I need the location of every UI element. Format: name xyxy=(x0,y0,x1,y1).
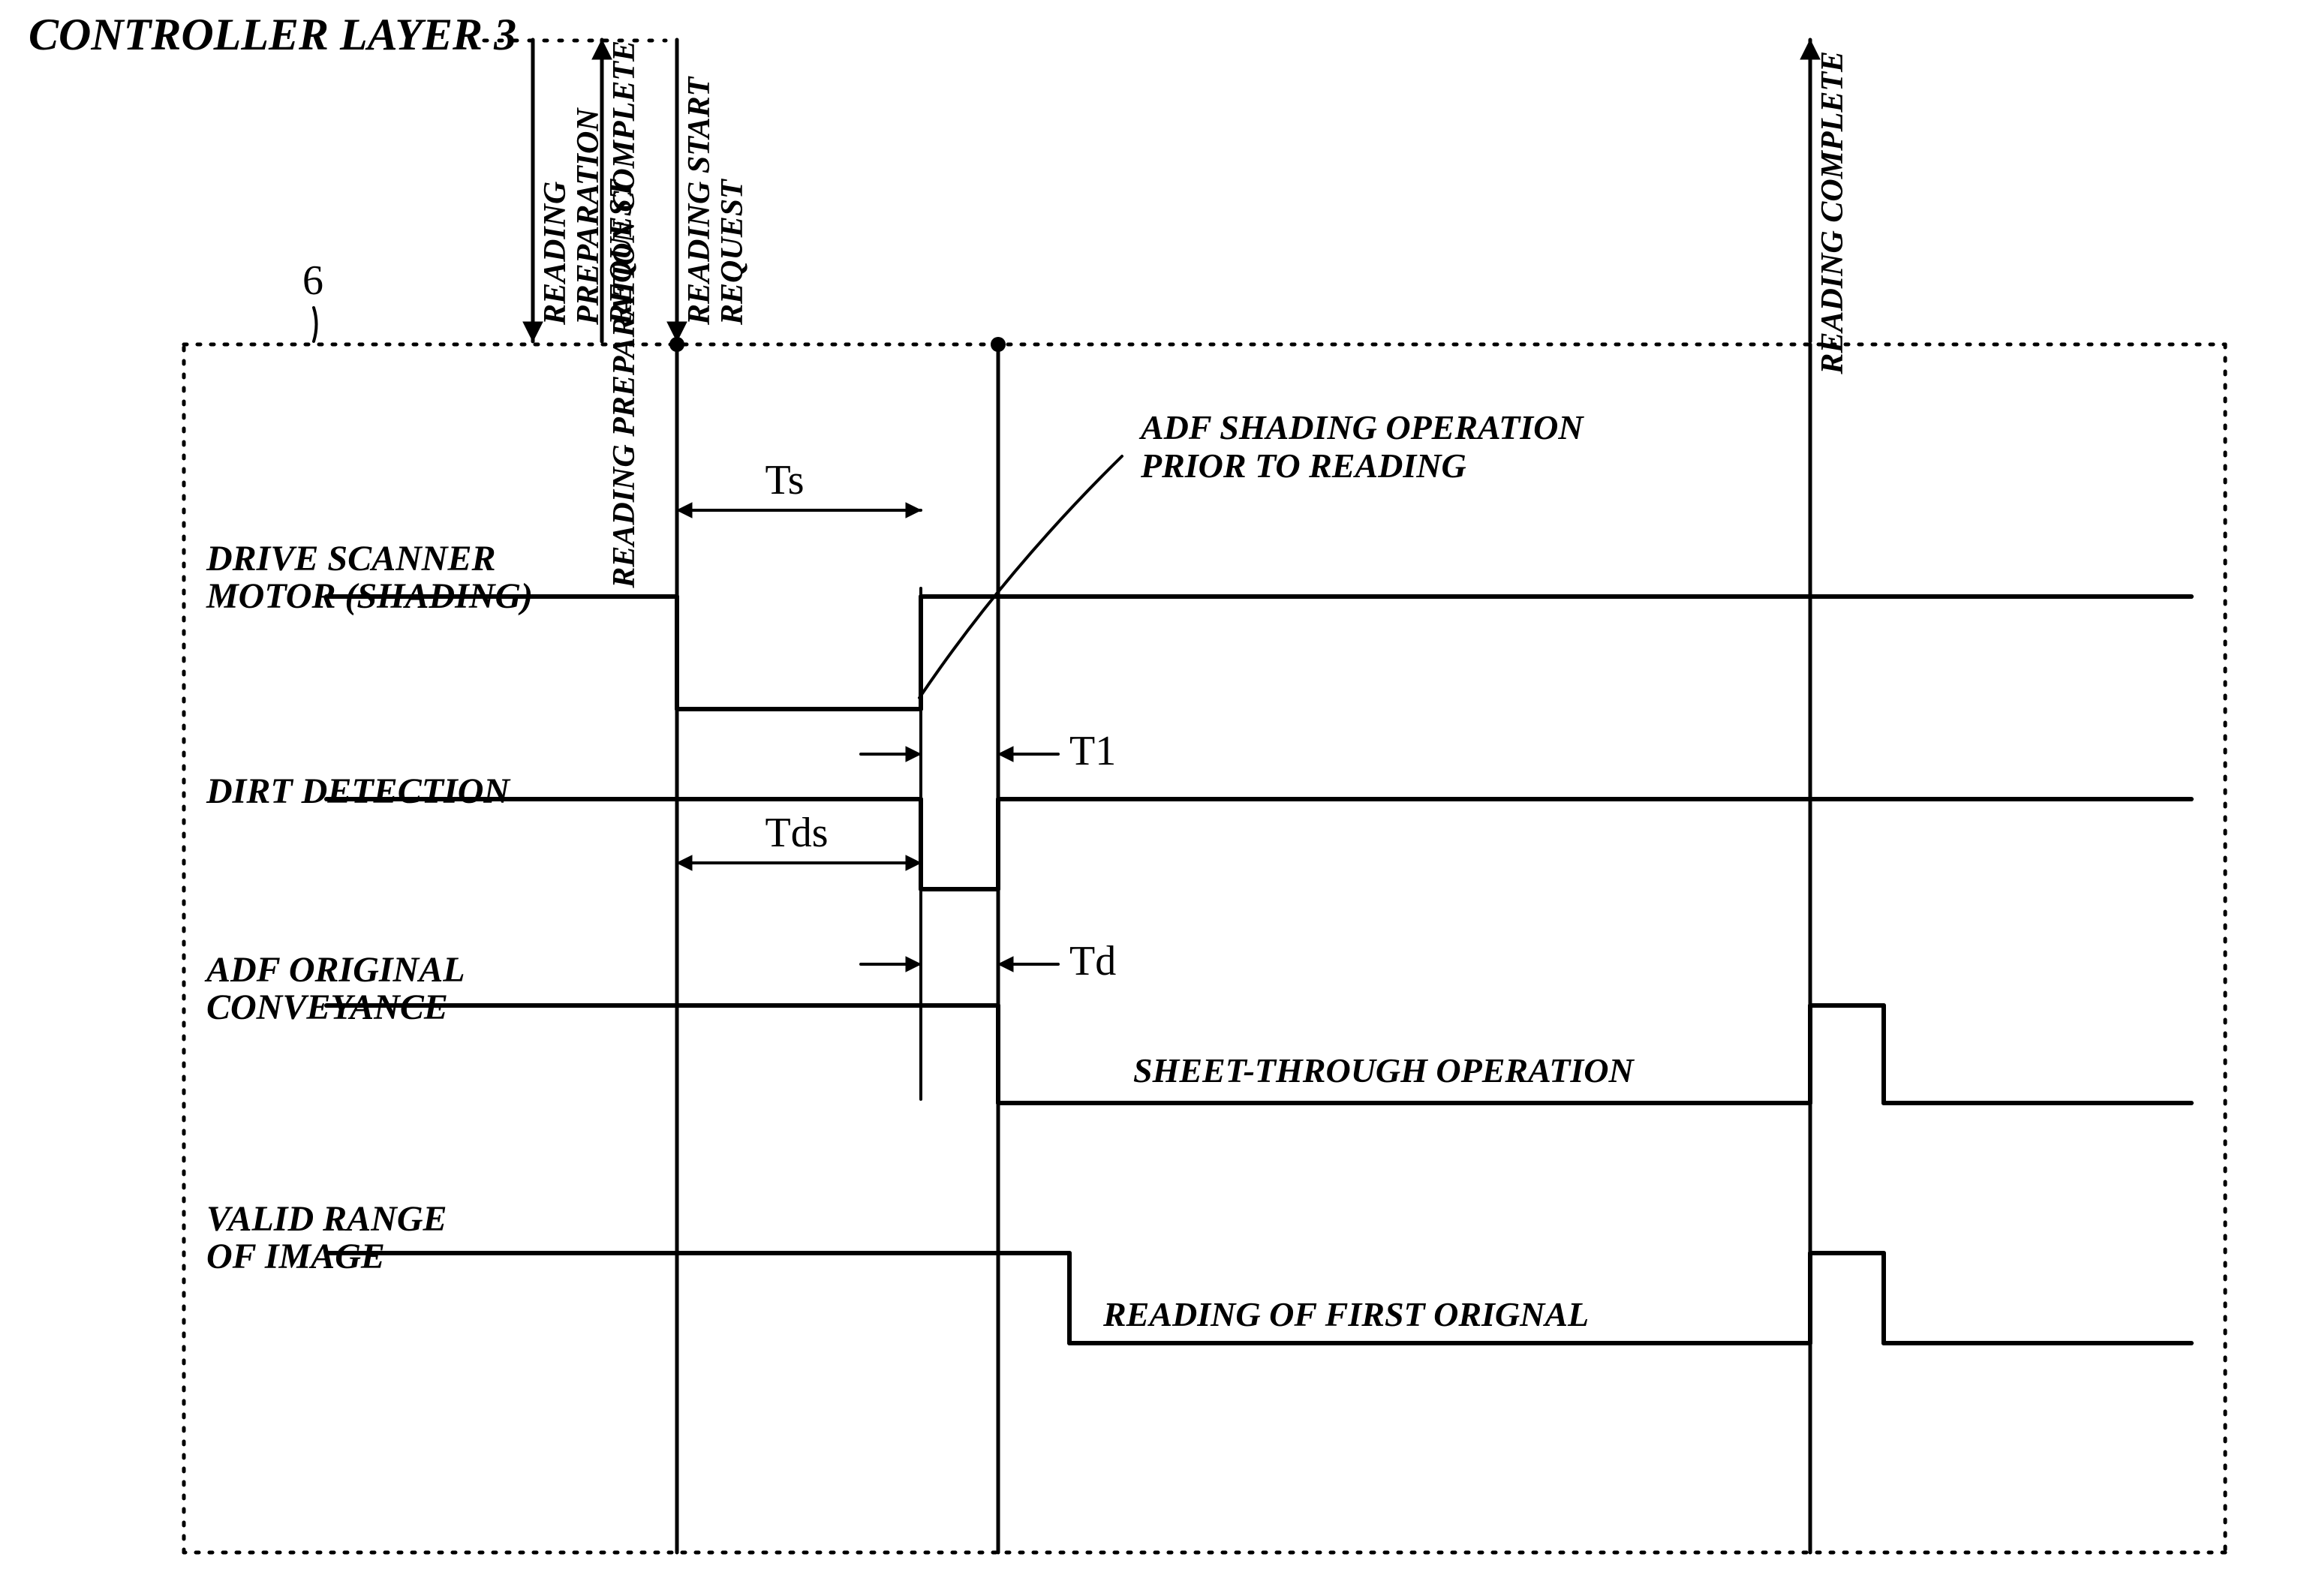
diagram-svg xyxy=(0,0,2313,1596)
